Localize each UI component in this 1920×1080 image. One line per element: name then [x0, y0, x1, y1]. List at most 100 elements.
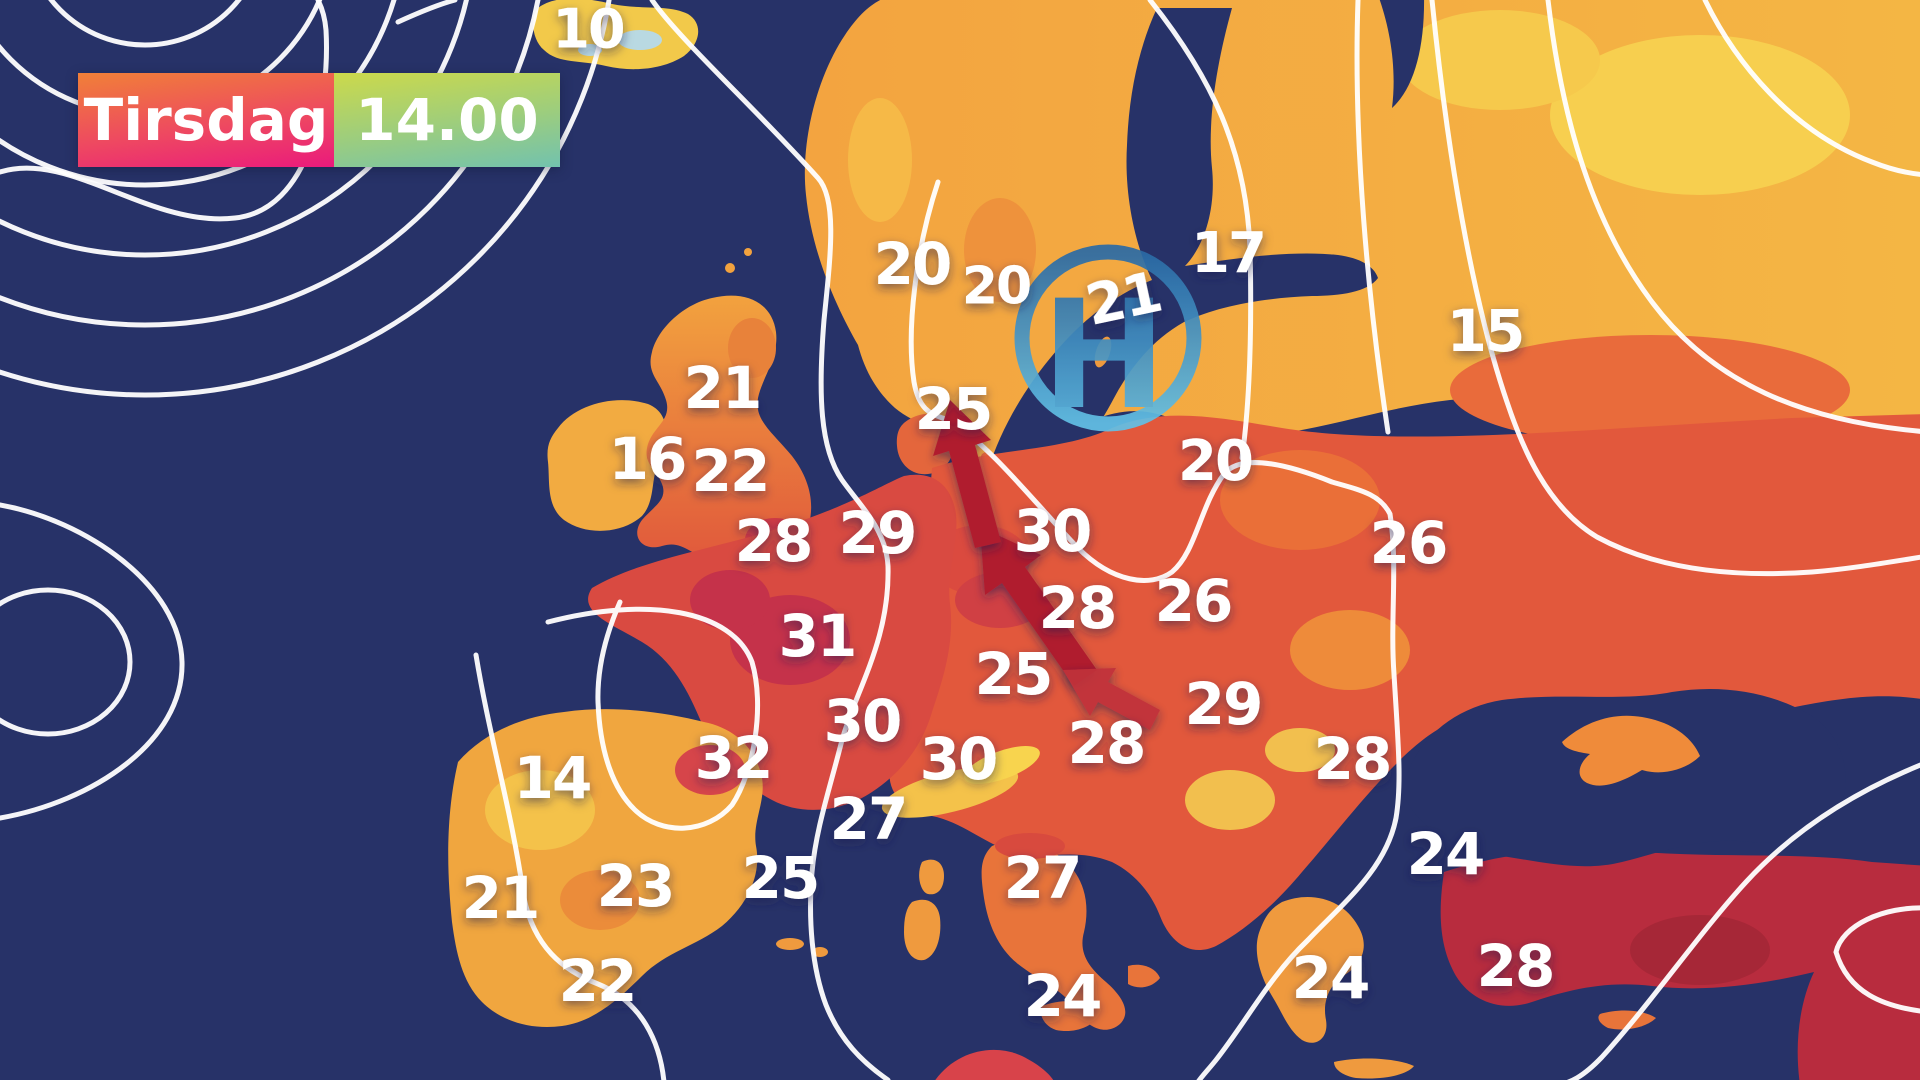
- island-cyprus: [1598, 1010, 1656, 1030]
- temperature-label: 24: [1024, 962, 1101, 1030]
- island-orkney: [725, 263, 735, 273]
- temperature-label: 20: [874, 230, 951, 298]
- temperature-label: 25: [975, 640, 1052, 708]
- isobar-line: [395, 0, 458, 25]
- temperature-label: 24: [1407, 820, 1484, 888]
- terrain-patch: [1550, 35, 1850, 195]
- terrain-patch: [848, 98, 912, 222]
- temperature-label: 28: [1068, 709, 1145, 777]
- isobar-line: [0, 0, 397, 188]
- island-sardinia: [904, 899, 941, 961]
- isobar-line: [0, 0, 612, 398]
- temperature-label: 20: [962, 257, 1030, 317]
- warm-air-arrow: [933, 400, 1001, 548]
- temperature-label: 30: [920, 725, 997, 793]
- glacier-patch: [618, 30, 662, 50]
- island-corsica: [919, 859, 944, 895]
- terrain-patch: [560, 870, 640, 930]
- land-denmark: [896, 413, 954, 475]
- baltic-sea: [988, 8, 1378, 484]
- terrain-patch: [1185, 770, 1275, 830]
- land-iceland: [533, 0, 698, 70]
- temperature-label: 14: [514, 744, 591, 812]
- island-sicily: [1040, 1001, 1102, 1032]
- island-balearics: [776, 938, 804, 950]
- terrain-patch: [675, 745, 745, 795]
- isobar-line: [1545, 0, 1920, 434]
- day-label: Tirsdag: [83, 86, 329, 154]
- temperature-label: 24: [1292, 944, 1369, 1012]
- isobar-line: [1429, 0, 1920, 577]
- high-pressure-symbol: H: [1014, 244, 1202, 443]
- temperature-label: 15: [1447, 297, 1524, 365]
- high-pressure-ring: [1014, 244, 1202, 432]
- temperature-label: 27: [830, 785, 907, 853]
- temperature-label: 10: [552, 0, 623, 60]
- isobar-line: [0, 502, 185, 821]
- terrain-patch: [1400, 10, 1600, 110]
- land-crimea: [1562, 715, 1700, 786]
- temperature-label: 28: [735, 507, 812, 575]
- terrain-patch: [964, 198, 1036, 302]
- temperature-label: 29: [1185, 670, 1262, 738]
- island-balearics: [812, 947, 828, 957]
- temperature-label: 16: [609, 425, 686, 493]
- warm-air-arrow: [980, 527, 1097, 686]
- temperature-label: 26: [1370, 509, 1447, 577]
- temperature-label: 21: [462, 864, 539, 932]
- temperature-label: 23: [597, 852, 674, 920]
- temperature-label: 17: [1191, 221, 1265, 286]
- terrain-patch: [1290, 610, 1410, 690]
- isobar-line: [473, 652, 667, 1080]
- terrain-patch: [1450, 335, 1850, 445]
- temperature-label: 32: [695, 724, 772, 792]
- white-sea: [1379, 0, 1425, 108]
- temperature-label: 30: [1014, 497, 1091, 565]
- alps-patch: [964, 746, 1040, 784]
- temperature-label: 22: [559, 947, 636, 1015]
- time-label: 14.00: [355, 86, 539, 154]
- terrain-patch: [1265, 728, 1335, 772]
- wind-arrows: [933, 400, 1160, 730]
- temperature-label: 29: [839, 499, 916, 567]
- temperature-label: 25: [915, 375, 992, 443]
- island-crete: [1334, 1058, 1414, 1079]
- temperature-label: 30: [824, 687, 901, 755]
- temperature-label: 31: [779, 602, 856, 670]
- wind-arrow-southwest: [1063, 668, 1160, 730]
- isobar-line: [1147, 0, 1254, 461]
- land-greece: [1256, 896, 1364, 1043]
- land-central-europe: [889, 414, 1920, 950]
- island-shetland: [744, 248, 752, 256]
- terrain-patch: [728, 318, 776, 378]
- terrain-patch: [690, 570, 770, 630]
- land-ireland: [547, 400, 666, 531]
- temperature-label: 21: [684, 354, 761, 422]
- temperature-label: 28: [1314, 725, 1391, 793]
- temperature-label: 21: [1080, 260, 1166, 339]
- terrain-patch: [1630, 915, 1770, 985]
- temperature-label: 22: [692, 437, 769, 505]
- land-north-africa: [935, 1049, 1054, 1080]
- temperature-label: 26: [1155, 567, 1232, 635]
- time-badge: 14.00: [334, 73, 560, 167]
- island-gotland: [1094, 336, 1112, 368]
- po-valley-patch: [995, 833, 1065, 859]
- terrain-patch: [1220, 450, 1380, 550]
- isobar-line: [0, 0, 541, 328]
- land-italy: [981, 841, 1126, 1030]
- isobar-line: [1567, 762, 1920, 1080]
- isobar-line: [0, 0, 469, 258]
- isobar-line: [1702, 0, 1920, 177]
- isobar-line: [649, 0, 891, 1080]
- isobar-line: [545, 599, 761, 831]
- temperature-label: 28: [1477, 932, 1554, 1000]
- day-badge: Tirsdag: [78, 73, 334, 167]
- isobar-line: [0, 0, 329, 222]
- temperature-label: 28: [1039, 574, 1116, 642]
- temperature-label: 20: [1178, 429, 1252, 494]
- forecast-time-badge: Tirsdag 14.00: [78, 73, 560, 167]
